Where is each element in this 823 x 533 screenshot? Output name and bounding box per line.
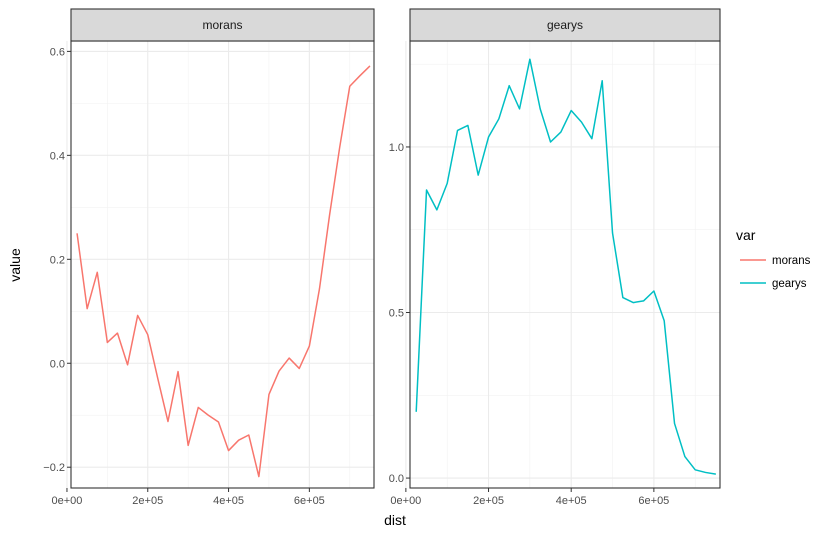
facet-strip <box>409 8 721 42</box>
facet-strip <box>70 8 375 42</box>
series-line-gearys <box>415 58 716 475</box>
y-tick-label: 0.0 <box>50 358 65 370</box>
y-tick-label: 0.4 <box>50 150 65 162</box>
x-tick-label: 6e+05 <box>294 495 325 507</box>
series-line-morans <box>76 65 371 478</box>
y-tick-label: 1.0 <box>389 142 404 154</box>
panel-morans: morans 0e+00 2e+05 4e+05 6e+05 −0.2 0.0 0.2 0.4 0… <box>43 8 375 507</box>
y-tick-label: −0.2 <box>43 462 65 474</box>
panel-background <box>410 41 720 488</box>
x-tick-label: 6e+05 <box>638 495 669 507</box>
facet-strip-label: morans <box>202 18 242 32</box>
y-axis-title: value <box>7 248 23 282</box>
x-tick-label: 0e+00 <box>390 495 421 507</box>
x-tick-label: 4e+05 <box>213 495 244 507</box>
y-tick-label: 0.2 <box>50 254 65 266</box>
x-tick-label: 4e+05 <box>556 495 587 507</box>
facet-strip-label: gearys <box>547 18 583 32</box>
panel-gearys: gearys 0e+00 2e+05 4e+05 6e+05 0.0 0.5 1.0 <box>389 8 721 507</box>
legend: var morans gearys <box>736 227 811 290</box>
x-tick-label: 2e+05 <box>473 495 504 507</box>
x-tick-label: 2e+05 <box>132 495 163 507</box>
y-tick-label: 0.5 <box>389 308 404 320</box>
y-tick-label: 0.6 <box>50 46 65 58</box>
legend-title: var <box>736 227 756 243</box>
legend-label-morans: morans <box>772 255 811 267</box>
x-axis-title: dist <box>384 512 406 528</box>
panel-background <box>71 41 374 488</box>
y-tick-label: 0.0 <box>389 473 404 485</box>
x-tick-label: 0e+00 <box>52 495 83 507</box>
legend-label-gearys: gearys <box>772 278 807 290</box>
